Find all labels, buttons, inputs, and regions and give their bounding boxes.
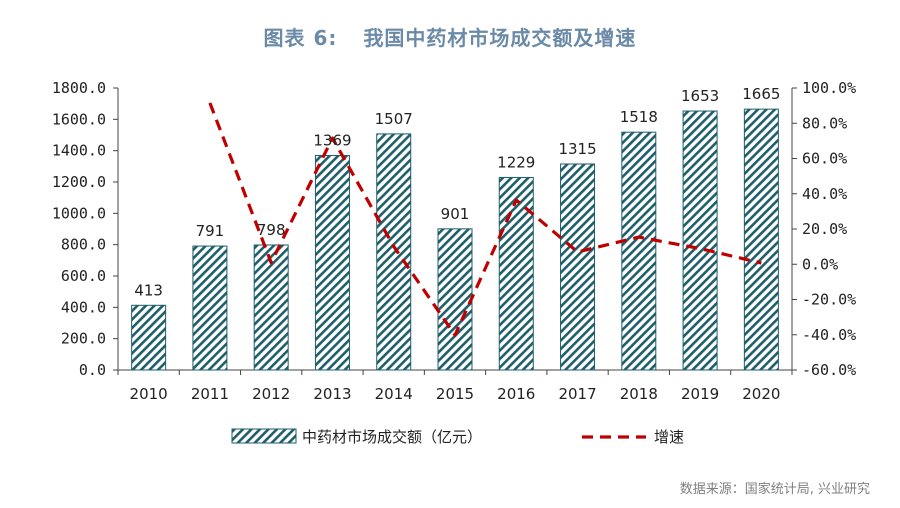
- left-tick-label: 200.0: [61, 330, 106, 348]
- legend-line-label: 增速: [654, 428, 684, 446]
- left-tick-label: 1400.0: [52, 142, 106, 160]
- bar-2020: [743, 108, 779, 371]
- x-tick-label: 2015: [436, 385, 474, 403]
- bar-value-label: 1665: [742, 85, 780, 103]
- bar-2019: [682, 110, 718, 371]
- left-tick-label: 1600.0: [52, 110, 106, 128]
- left-tick-label: 1200.0: [52, 173, 106, 191]
- bar-value-label: 1315: [558, 140, 596, 158]
- right-tick-label: -40.0%: [802, 326, 856, 344]
- source-note: 数据来源：国家统计局, 兴业研究: [679, 482, 870, 497]
- x-tick-label: 2014: [375, 385, 413, 403]
- bar-2010: [131, 304, 167, 371]
- left-tick-label: 1800.0: [52, 79, 106, 97]
- right-tick-label: -20.0%: [802, 291, 856, 309]
- bar-value-label: 798: [257, 221, 286, 239]
- bar-value-label: 1229: [497, 153, 535, 171]
- bar-value-label: 791: [196, 222, 225, 240]
- chart-title: 图表 6: 我国中药材市场成交额及增速: [0, 22, 900, 51]
- bar-2018: [621, 131, 657, 371]
- legend-bar-swatch: [231, 428, 297, 444]
- bar-value-label: 1653: [681, 87, 719, 105]
- right-tick-label: -60.0%: [802, 361, 856, 379]
- right-tick-label: 40.0%: [802, 185, 847, 203]
- bar-value-label: 901: [441, 205, 470, 223]
- bar-2014: [376, 133, 412, 371]
- x-tick-label: 2018: [620, 385, 658, 403]
- bar-value-label: 1518: [620, 108, 658, 126]
- left-tick-label: 600.0: [61, 267, 106, 285]
- bar-2017: [560, 163, 596, 371]
- x-tick-label: 2013: [313, 385, 351, 403]
- legend-bar-label: 中药材市场成交额（亿元）: [302, 428, 482, 446]
- right-tick-label: 0.0%: [802, 255, 838, 273]
- bar-2015: [437, 228, 473, 371]
- x-tick-label: 2016: [497, 385, 535, 403]
- bar-2016: [498, 176, 534, 371]
- figure-label: 图表 6:: [263, 26, 338, 50]
- right-tick-label: 80.0%: [802, 114, 847, 132]
- bar-value-label: 1369: [313, 132, 351, 150]
- x-tick-label: 2019: [681, 385, 719, 403]
- bar-2013: [314, 155, 350, 371]
- bar-value-label: 413: [134, 281, 163, 299]
- bar-value-label: 1507: [375, 110, 413, 128]
- right-tick-label: 20.0%: [802, 220, 847, 238]
- x-tick-label: 2020: [742, 385, 780, 403]
- right-tick-label: 60.0%: [802, 150, 847, 168]
- x-tick-label: 2011: [191, 385, 229, 403]
- growth-rate-line: [208, 102, 762, 337]
- x-tick-label: 2010: [130, 385, 168, 403]
- bar-2012: [253, 244, 289, 371]
- left-tick-label: 400.0: [61, 298, 106, 316]
- x-tick-label: 2012: [252, 385, 290, 403]
- left-tick-label: 800.0: [61, 236, 106, 254]
- figure-title: 我国中药材市场成交额及增速: [363, 26, 637, 50]
- left-tick-label: 1000.0: [52, 204, 106, 222]
- left-tick-label: 0.0: [79, 361, 106, 379]
- x-tick-label: 2017: [558, 385, 596, 403]
- right-tick-label: 100.0%: [802, 79, 856, 97]
- bar-2011: [192, 245, 228, 371]
